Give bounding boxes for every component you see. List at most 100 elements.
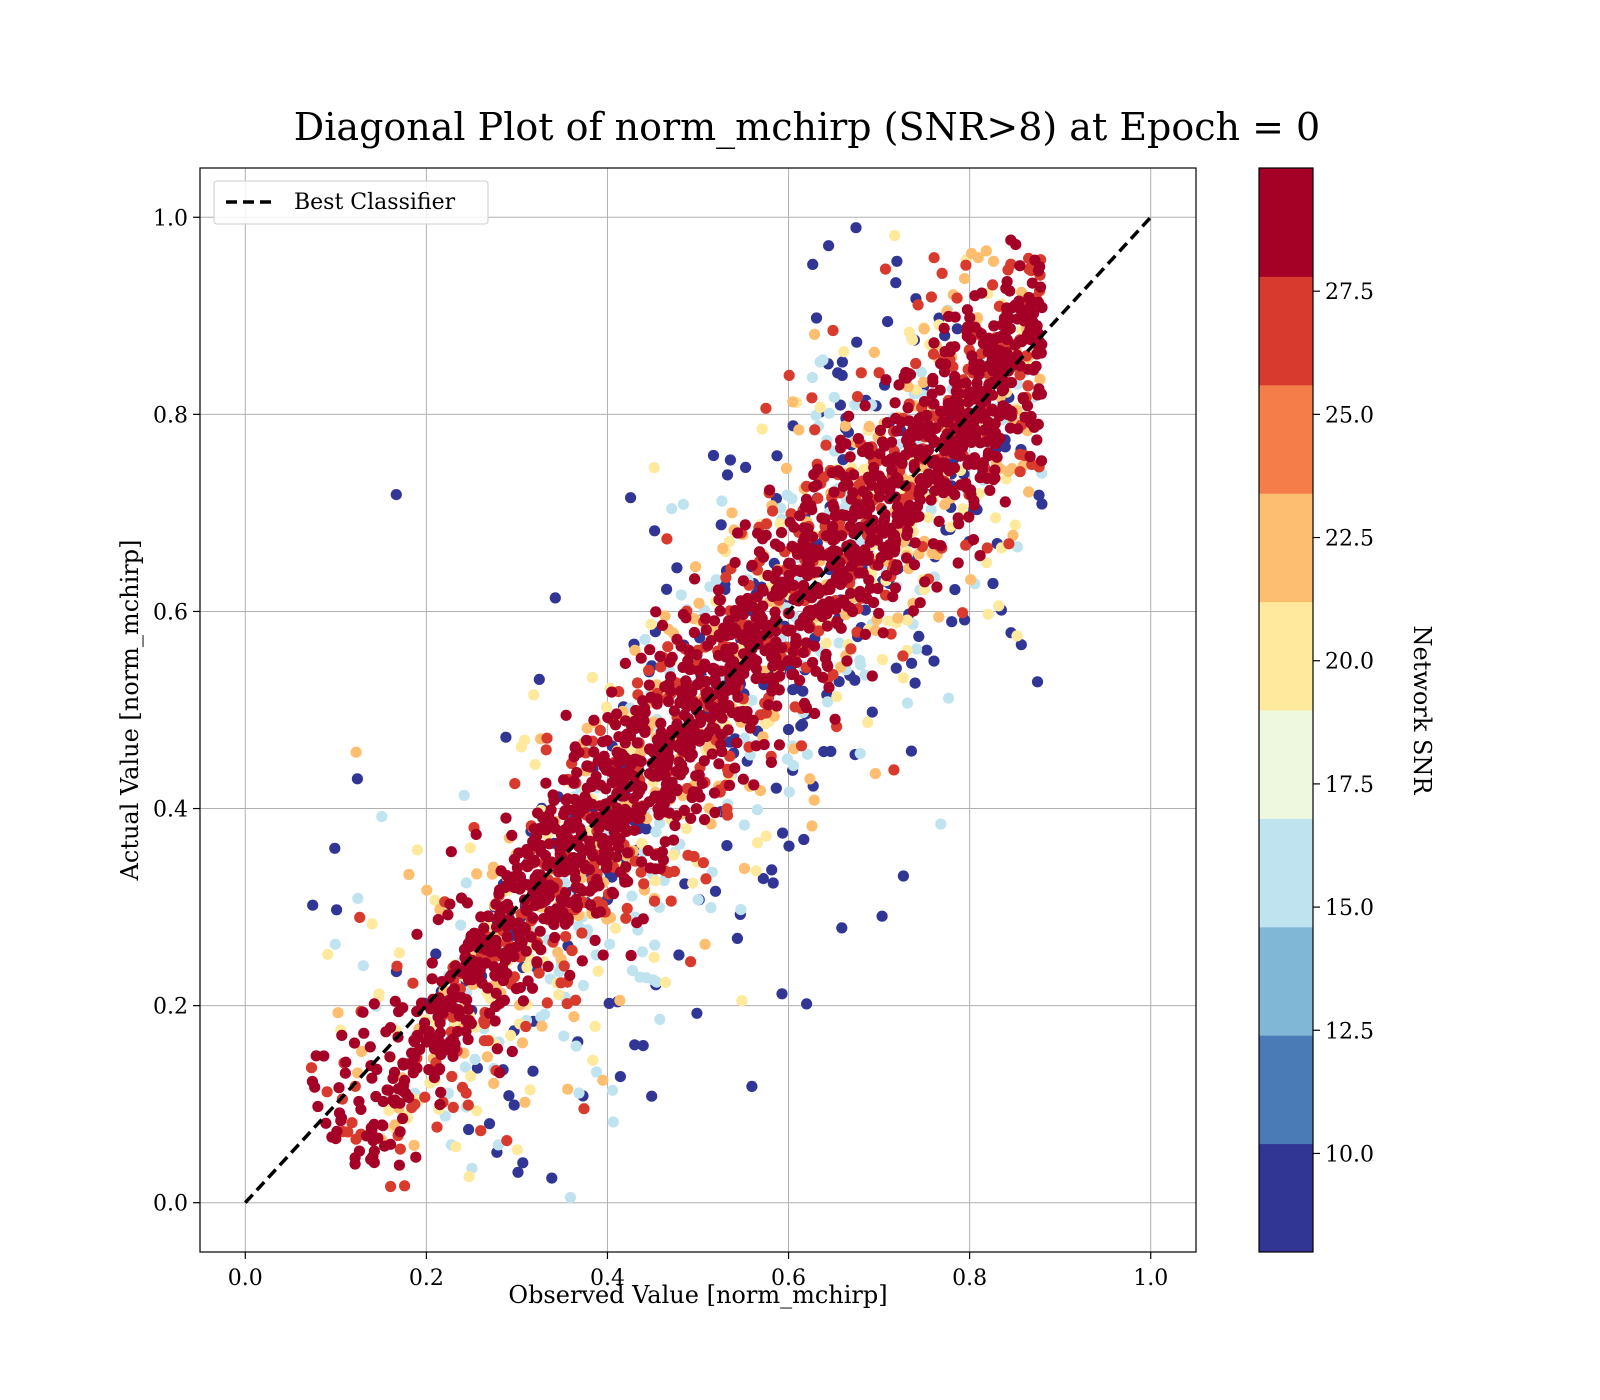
scatter-point xyxy=(643,664,655,676)
scatter-point xyxy=(685,812,697,825)
scatter-point xyxy=(832,571,844,583)
scatter-point xyxy=(482,1035,494,1047)
scatter-point xyxy=(462,937,474,950)
scatter-point xyxy=(312,1100,324,1113)
scatter-point xyxy=(618,820,630,832)
scatter-point xyxy=(342,1126,354,1138)
scatter-point xyxy=(447,1050,459,1062)
x-tick-label: 0.8 xyxy=(952,1266,987,1291)
scatter-point xyxy=(352,892,364,905)
scatter-point xyxy=(773,739,786,751)
scatter-point xyxy=(901,552,913,564)
legend-label: Best Classifier xyxy=(294,190,456,215)
colorbar-segment xyxy=(1259,1035,1313,1145)
scatter-point xyxy=(535,944,547,956)
scatter-point xyxy=(892,612,904,624)
scatter-point xyxy=(854,585,866,598)
scatter-point xyxy=(648,462,660,474)
scatter-point xyxy=(826,545,838,558)
scatter-point xyxy=(366,1072,378,1084)
scatter-point xyxy=(722,724,734,736)
scatter-point xyxy=(397,1112,409,1125)
scatter-point xyxy=(808,794,820,806)
scatter-point xyxy=(606,686,618,698)
scatter-point xyxy=(512,1166,524,1178)
scatter-point xyxy=(721,469,734,481)
scatter-point xyxy=(546,1172,558,1184)
scatter-point xyxy=(423,1064,435,1076)
scatter-point xyxy=(483,1007,496,1019)
scatter-point xyxy=(809,424,821,436)
scatter-point xyxy=(862,716,874,729)
scatter-point xyxy=(520,859,532,871)
scatter-point xyxy=(469,1053,481,1065)
scatter-point xyxy=(541,732,553,744)
scatter-point xyxy=(774,518,786,530)
colorbar-tick-label: 20.0 xyxy=(1325,650,1374,675)
scatter-point xyxy=(426,957,438,969)
scatter-point xyxy=(801,553,814,565)
scatter-point xyxy=(659,610,671,622)
scatter-point xyxy=(922,475,934,487)
scatter-point xyxy=(571,899,584,911)
scatter-point xyxy=(852,498,864,511)
scatter-point xyxy=(649,790,661,802)
scatter-point xyxy=(654,863,666,875)
scatter-point xyxy=(996,319,1008,331)
scatter-point xyxy=(529,758,541,771)
scatter-point xyxy=(949,393,961,405)
scatter-point xyxy=(891,425,903,437)
scatter-point xyxy=(788,521,800,533)
scatter-point xyxy=(644,743,656,755)
scatter-point xyxy=(389,995,401,1007)
scatter-point xyxy=(402,1058,414,1070)
scatter-point xyxy=(607,888,620,900)
x-tick-label: 0.2 xyxy=(409,1266,444,1291)
scatter-point xyxy=(635,856,648,868)
scatter-point xyxy=(583,864,596,876)
scatter-point xyxy=(403,868,415,881)
scatter-point xyxy=(579,791,591,804)
scatter-point xyxy=(693,597,705,609)
scatter-point xyxy=(519,734,531,746)
scatter-point xyxy=(471,868,483,880)
scatter-point xyxy=(713,594,725,606)
scatter-point xyxy=(494,997,506,1010)
scatter-point xyxy=(390,489,402,501)
scatter-point xyxy=(626,965,639,977)
scatter-point xyxy=(896,457,908,469)
scatter-point xyxy=(520,904,532,916)
scatter-point xyxy=(764,484,776,496)
scatter-point xyxy=(662,779,674,791)
scatter-point xyxy=(866,706,878,718)
scatter-point xyxy=(562,1083,574,1095)
scatter-point xyxy=(437,1007,449,1019)
scatter-point xyxy=(783,786,795,798)
scatter-point xyxy=(638,878,650,890)
scatter-point xyxy=(1016,336,1028,348)
scatter-point xyxy=(943,692,955,704)
scatter-point xyxy=(949,311,961,323)
scatter-point xyxy=(698,814,711,826)
scatter-point xyxy=(897,650,909,662)
scatter-point xyxy=(558,774,570,786)
y-tick-label: 0.2 xyxy=(153,995,188,1020)
scatter-point xyxy=(640,972,653,984)
scatter-point xyxy=(659,681,671,693)
scatter-point xyxy=(928,337,940,349)
scatter-point xyxy=(621,902,633,915)
scatter-point xyxy=(562,915,574,927)
scatter-point xyxy=(333,1082,345,1094)
scatter-point xyxy=(827,324,839,337)
scatter-point xyxy=(590,1066,603,1078)
scatter-point xyxy=(501,880,513,892)
scatter-point xyxy=(411,844,423,856)
scatter-point xyxy=(332,1007,344,1019)
scatter-point xyxy=(873,607,885,619)
scatter-point xyxy=(581,782,593,794)
scatter-point xyxy=(1014,260,1026,272)
scatter-point xyxy=(445,846,457,858)
scatter-point xyxy=(774,670,786,682)
scatter-point xyxy=(697,857,710,869)
scatter-point xyxy=(756,583,769,595)
